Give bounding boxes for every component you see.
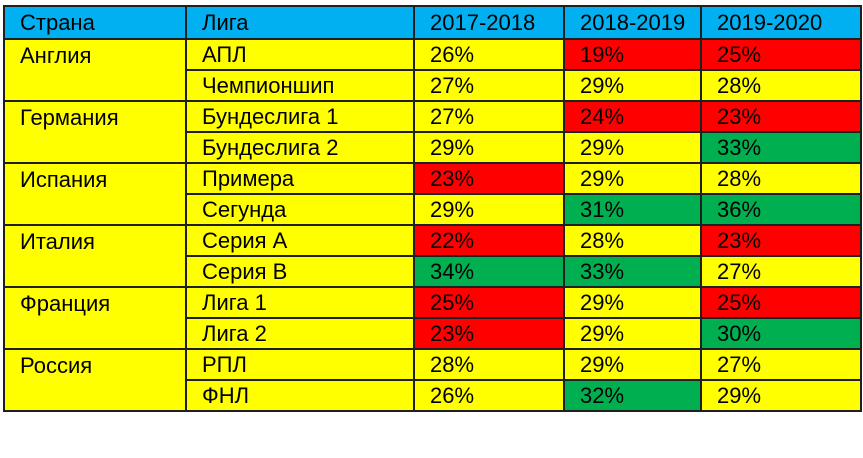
- league-cell: Лига 2: [185, 317, 415, 350]
- league-cell: Серия А: [185, 224, 415, 257]
- country-cell: Испания: [3, 162, 187, 226]
- table-row: Испания Примера 23% 29% 28%: [3, 162, 862, 226]
- value-cell: 27%: [413, 69, 565, 102]
- league-stats-table: Страна Лига 2017-2018 2018-2019 2019-202…: [3, 5, 862, 412]
- value-cell: 28%: [700, 69, 862, 102]
- value-cell: 28%: [700, 162, 862, 195]
- country-cell: Италия: [3, 224, 187, 288]
- league-cell: Серия В: [185, 255, 415, 288]
- value-cell: 19%: [563, 38, 702, 71]
- value-cell: 31%: [563, 193, 702, 226]
- table-row: Италия Серия А 22% 28% 23%: [3, 224, 862, 288]
- country-cell: Англия: [3, 38, 187, 102]
- value-cell: 27%: [700, 255, 862, 288]
- header-season-2018-2019: 2018-2019: [563, 5, 702, 40]
- table-row: Серия В 34% 33% 27%: [4, 255, 862, 288]
- table-row: Англия АПЛ 26% 19% 25%: [3, 38, 862, 102]
- value-cell: 29%: [563, 348, 702, 381]
- country-cell: Франция: [3, 286, 187, 350]
- league-cell: Сегунда: [185, 193, 415, 226]
- table-row: Франция Лига 1 25% 29% 25%: [3, 286, 862, 350]
- value-cell: 32%: [563, 379, 702, 412]
- table-row: Сегунда 29% 31% 36%: [4, 193, 862, 226]
- value-cell: 23%: [700, 224, 862, 257]
- value-cell: 25%: [413, 286, 565, 319]
- value-cell: 33%: [700, 131, 862, 164]
- country-cell: Германия: [3, 100, 187, 164]
- value-cell: 23%: [413, 162, 565, 195]
- header-country: Страна: [3, 5, 187, 40]
- value-cell: 27%: [700, 348, 862, 381]
- value-cell: 28%: [563, 224, 702, 257]
- value-cell: 28%: [413, 348, 565, 381]
- value-cell: 36%: [700, 193, 862, 226]
- value-cell: 29%: [563, 69, 702, 102]
- value-cell: 29%: [563, 131, 702, 164]
- league-cell: Лига 1: [185, 286, 415, 319]
- header-season-2017-2018: 2017-2018: [413, 5, 565, 40]
- value-cell: 22%: [413, 224, 565, 257]
- value-cell: 29%: [413, 193, 565, 226]
- value-cell: 29%: [563, 317, 702, 350]
- league-cell: Бундеслига 2: [185, 131, 415, 164]
- league-cell: РПЛ: [185, 348, 415, 381]
- value-cell: 26%: [413, 38, 565, 71]
- table-body: Англия АПЛ 26% 19% 25% Чемпионшип 27% 29% 28% Гер…: [3, 38, 862, 412]
- league-cell: АПЛ: [185, 38, 415, 71]
- header-league: Лига: [185, 5, 415, 40]
- table-row: Чемпионшип 27% 29% 28%: [4, 69, 862, 102]
- header-row: Страна Лига 2017-2018 2018-2019 2019-202…: [3, 5, 862, 40]
- value-cell: 33%: [563, 255, 702, 288]
- value-cell: 30%: [700, 317, 862, 350]
- league-cell: Бундеслига 1: [185, 100, 415, 133]
- country-cell: Россия: [3, 348, 187, 412]
- league-cell: Чемпионшип: [185, 69, 415, 102]
- league-cell: Примера: [185, 162, 415, 195]
- value-cell: 29%: [563, 286, 702, 319]
- value-cell: 27%: [413, 100, 565, 133]
- table-row: Бундеслига 2 29% 29% 33%: [4, 131, 862, 164]
- value-cell: 25%: [700, 286, 862, 319]
- table-row: Россия РПЛ 28% 29% 27%: [3, 348, 862, 412]
- value-cell: 24%: [563, 100, 702, 133]
- value-cell: 29%: [563, 162, 702, 195]
- table-row: Лига 2 23% 29% 30%: [4, 317, 862, 350]
- header-season-2019-2020: 2019-2020: [700, 5, 862, 40]
- league-cell: ФНЛ: [185, 379, 415, 412]
- value-cell: 29%: [700, 379, 862, 412]
- value-cell: 26%: [413, 379, 565, 412]
- value-cell: 23%: [700, 100, 862, 133]
- value-cell: 34%: [413, 255, 565, 288]
- value-cell: 29%: [413, 131, 565, 164]
- value-cell: 23%: [413, 317, 565, 350]
- value-cell: 25%: [700, 38, 862, 71]
- table-row: Германия Бундеслига 1 27% 24% 23%: [3, 100, 862, 164]
- table-row: ФНЛ 26% 32% 29%: [4, 379, 862, 412]
